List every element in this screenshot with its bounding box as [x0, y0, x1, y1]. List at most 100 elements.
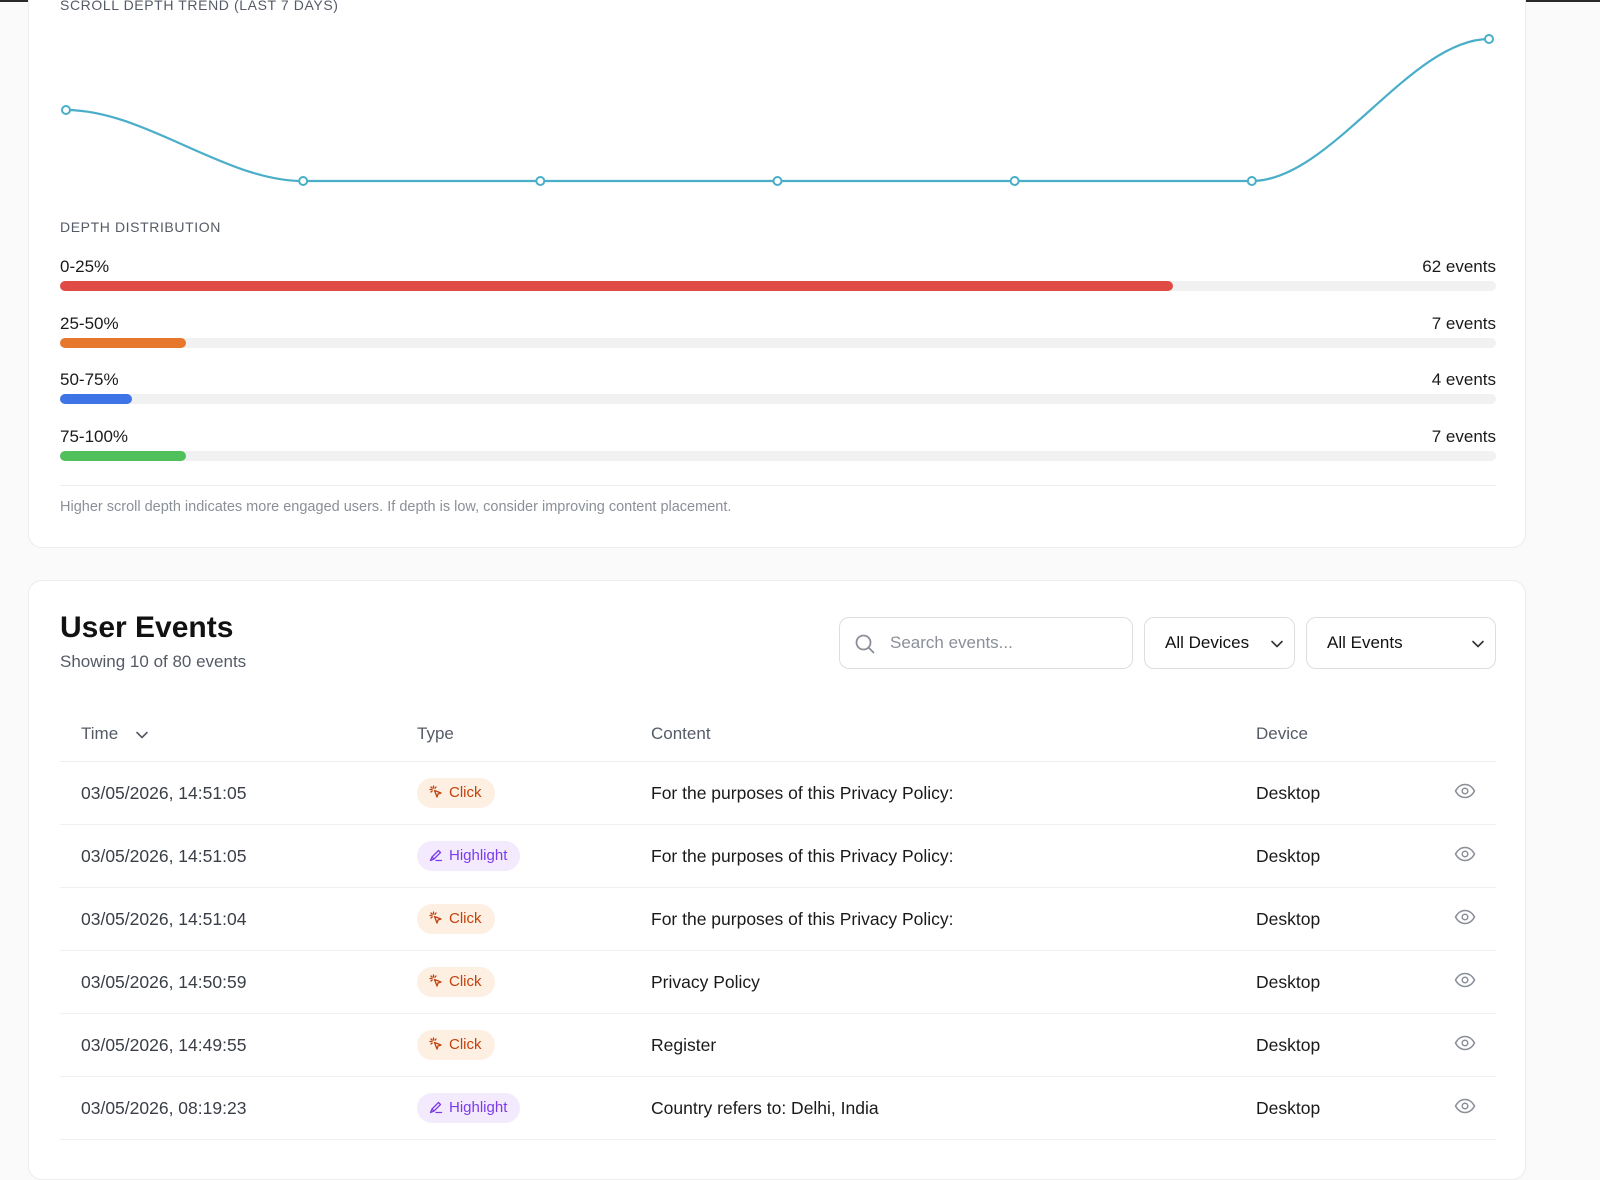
table-header-divider: [60, 761, 1496, 762]
event-type-label: Click: [449, 784, 482, 801]
column-header-device: Device: [1256, 724, 1308, 743]
event-type-badge: Click: [417, 1030, 495, 1060]
table-row[interactable]: 03/05/2026, 08:19:23 Highlight Country re…: [60, 1077, 1496, 1140]
event-time: 03/05/2026, 14:51:05: [81, 846, 247, 866]
events-count: Showing 10 of 80 events: [60, 652, 247, 671]
event-content: For the purposes of this Privacy Policy:: [651, 909, 954, 929]
column-header-type: Type: [417, 724, 454, 743]
cursor-click-icon: [429, 973, 442, 987]
device-filter-value: All Devices: [1165, 633, 1250, 652]
eye-icon: [1454, 909, 1476, 925]
highlighter-icon: [429, 1101, 443, 1113]
table-row[interactable]: 03/05/2026, 14:51:05 Click For the purpos…: [60, 762, 1496, 825]
distribution-count: 7 events: [1431, 426, 1496, 446]
distribution-title: DEPTH DISTRIBUTION: [60, 219, 221, 235]
distribution-count: 4 events: [1431, 370, 1496, 389]
distribution-row: 50-75% 4 events: [60, 370, 1496, 418]
trend-series-line: [65, 37, 1490, 183]
distribution-count: 7 events: [1431, 313, 1496, 333]
event-type-badge: Highlight: [417, 841, 521, 871]
chevron-down-icon: [1472, 640, 1484, 648]
event-type-label: Click: [449, 910, 482, 927]
distribution-track: [60, 337, 1496, 348]
event-content: Country refers to: Delhi, India: [651, 1098, 879, 1118]
event-content: For the purposes of this Privacy Policy:: [651, 846, 954, 866]
trend-point-4[interactable]: [772, 176, 783, 186]
trend-point-3[interactable]: [535, 176, 546, 186]
eye-icon: [1454, 1035, 1476, 1051]
event-time: 03/05/2026, 08:19:23: [81, 1098, 247, 1118]
event-device: Desktop: [1256, 1098, 1321, 1118]
event-type-label: Highlight: [449, 847, 508, 864]
event-type-filter-select[interactable]: All Events: [1306, 617, 1496, 669]
view-event-button[interactable]: [1454, 971, 1476, 994]
distribution-range: 50-75%: [60, 370, 119, 389]
event-content: For the purposes of this Privacy Policy:: [651, 783, 954, 803]
distribution-bar: [60, 394, 132, 404]
eye-icon: [1454, 972, 1476, 988]
view-event-button[interactable]: [1454, 1034, 1476, 1057]
trend-title: SCROLL DEPTH TREND (LAST 7 DAYS): [60, 0, 339, 13]
event-device: Desktop: [1256, 1035, 1321, 1055]
distribution-range: 25-50%: [60, 313, 119, 333]
scroll-depth-card: SCROLL DEPTH TREND (LAST 7 DAYS) DEPTH D…: [28, 0, 1526, 548]
sort-chevron-icon[interactable]: [135, 728, 149, 742]
event-type-badge: Click: [417, 904, 495, 934]
event-device: Desktop: [1256, 972, 1321, 992]
scroll-depth-trend-chart: [61, 34, 1494, 186]
search-input[interactable]: [890, 630, 1120, 656]
table-row[interactable]: 03/05/2026, 14:51:04 Click For the purpos…: [60, 888, 1496, 951]
eye-icon: [1454, 1098, 1476, 1114]
trend-point-6[interactable]: [1246, 176, 1257, 186]
event-content: Register: [651, 1035, 717, 1055]
distribution-bar: [60, 281, 1173, 291]
event-type-badge: Click: [417, 778, 495, 808]
distribution-track: [60, 450, 1496, 461]
column-header-time-label: Time: [81, 724, 119, 743]
event-type-badge: Highlight: [417, 1093, 521, 1123]
view-event-button[interactable]: [1454, 845, 1476, 868]
events-title: User Events: [60, 611, 234, 644]
event-device: Desktop: [1256, 846, 1321, 866]
distribution-divider: [60, 485, 1496, 486]
trend-point-5[interactable]: [1009, 176, 1020, 186]
event-time: 03/05/2026, 14:50:59: [81, 972, 247, 992]
event-type-badge: Click: [417, 967, 495, 997]
trend-point-7[interactable]: [1484, 34, 1494, 44]
distribution-row: 0-25% 62 events: [60, 257, 1496, 305]
table-row[interactable]: 03/05/2026, 14:50:59 Click Privacy Policy…: [60, 951, 1496, 1014]
distribution-note: Higher scroll depth indicates more engag…: [60, 499, 732, 515]
cursor-click-icon: [429, 1036, 442, 1050]
event-content: Privacy Policy: [651, 972, 760, 992]
cursor-click-icon: [429, 784, 442, 798]
event-type-label: Click: [449, 973, 482, 990]
event-type-label: Click: [449, 1036, 482, 1053]
distribution-range: 0-25%: [60, 257, 110, 276]
distribution-track: [60, 394, 1496, 404]
event-filter-value: All Events: [1327, 633, 1403, 652]
column-header-time[interactable]: Time: [81, 724, 149, 744]
distribution-count: 62 events: [1422, 257, 1496, 276]
event-device: Desktop: [1256, 909, 1321, 929]
trend-point-1[interactable]: [61, 105, 71, 115]
table-row[interactable]: 03/05/2026, 14:49:55 Click Register Deskto…: [60, 1014, 1496, 1077]
event-time: 03/05/2026, 14:51:04: [81, 909, 247, 929]
table-row[interactable]: 03/05/2026, 14:51:05 Highlight For the pu…: [60, 825, 1496, 888]
view-event-button[interactable]: [1454, 1097, 1476, 1120]
user-events-card: User Events Showing 10 of 80 events All …: [28, 580, 1526, 1180]
search-box[interactable]: [839, 617, 1133, 669]
search-icon: [855, 634, 875, 654]
highlighter-icon: [429, 849, 443, 861]
event-time: 03/05/2026, 14:51:05: [81, 783, 247, 803]
event-time: 03/05/2026, 14:49:55: [81, 1035, 247, 1055]
event-device: Desktop: [1256, 783, 1321, 803]
distribution-bar: [60, 337, 186, 348]
distribution-row: 75-100% 7 events: [60, 427, 1496, 475]
eye-icon: [1454, 783, 1476, 799]
distribution-track: [60, 281, 1496, 291]
trend-point-2[interactable]: [298, 176, 309, 186]
view-event-button[interactable]: [1454, 782, 1476, 805]
device-filter-select[interactable]: All Devices: [1144, 617, 1295, 669]
view-event-button[interactable]: [1454, 908, 1476, 931]
cursor-click-icon: [429, 910, 442, 924]
